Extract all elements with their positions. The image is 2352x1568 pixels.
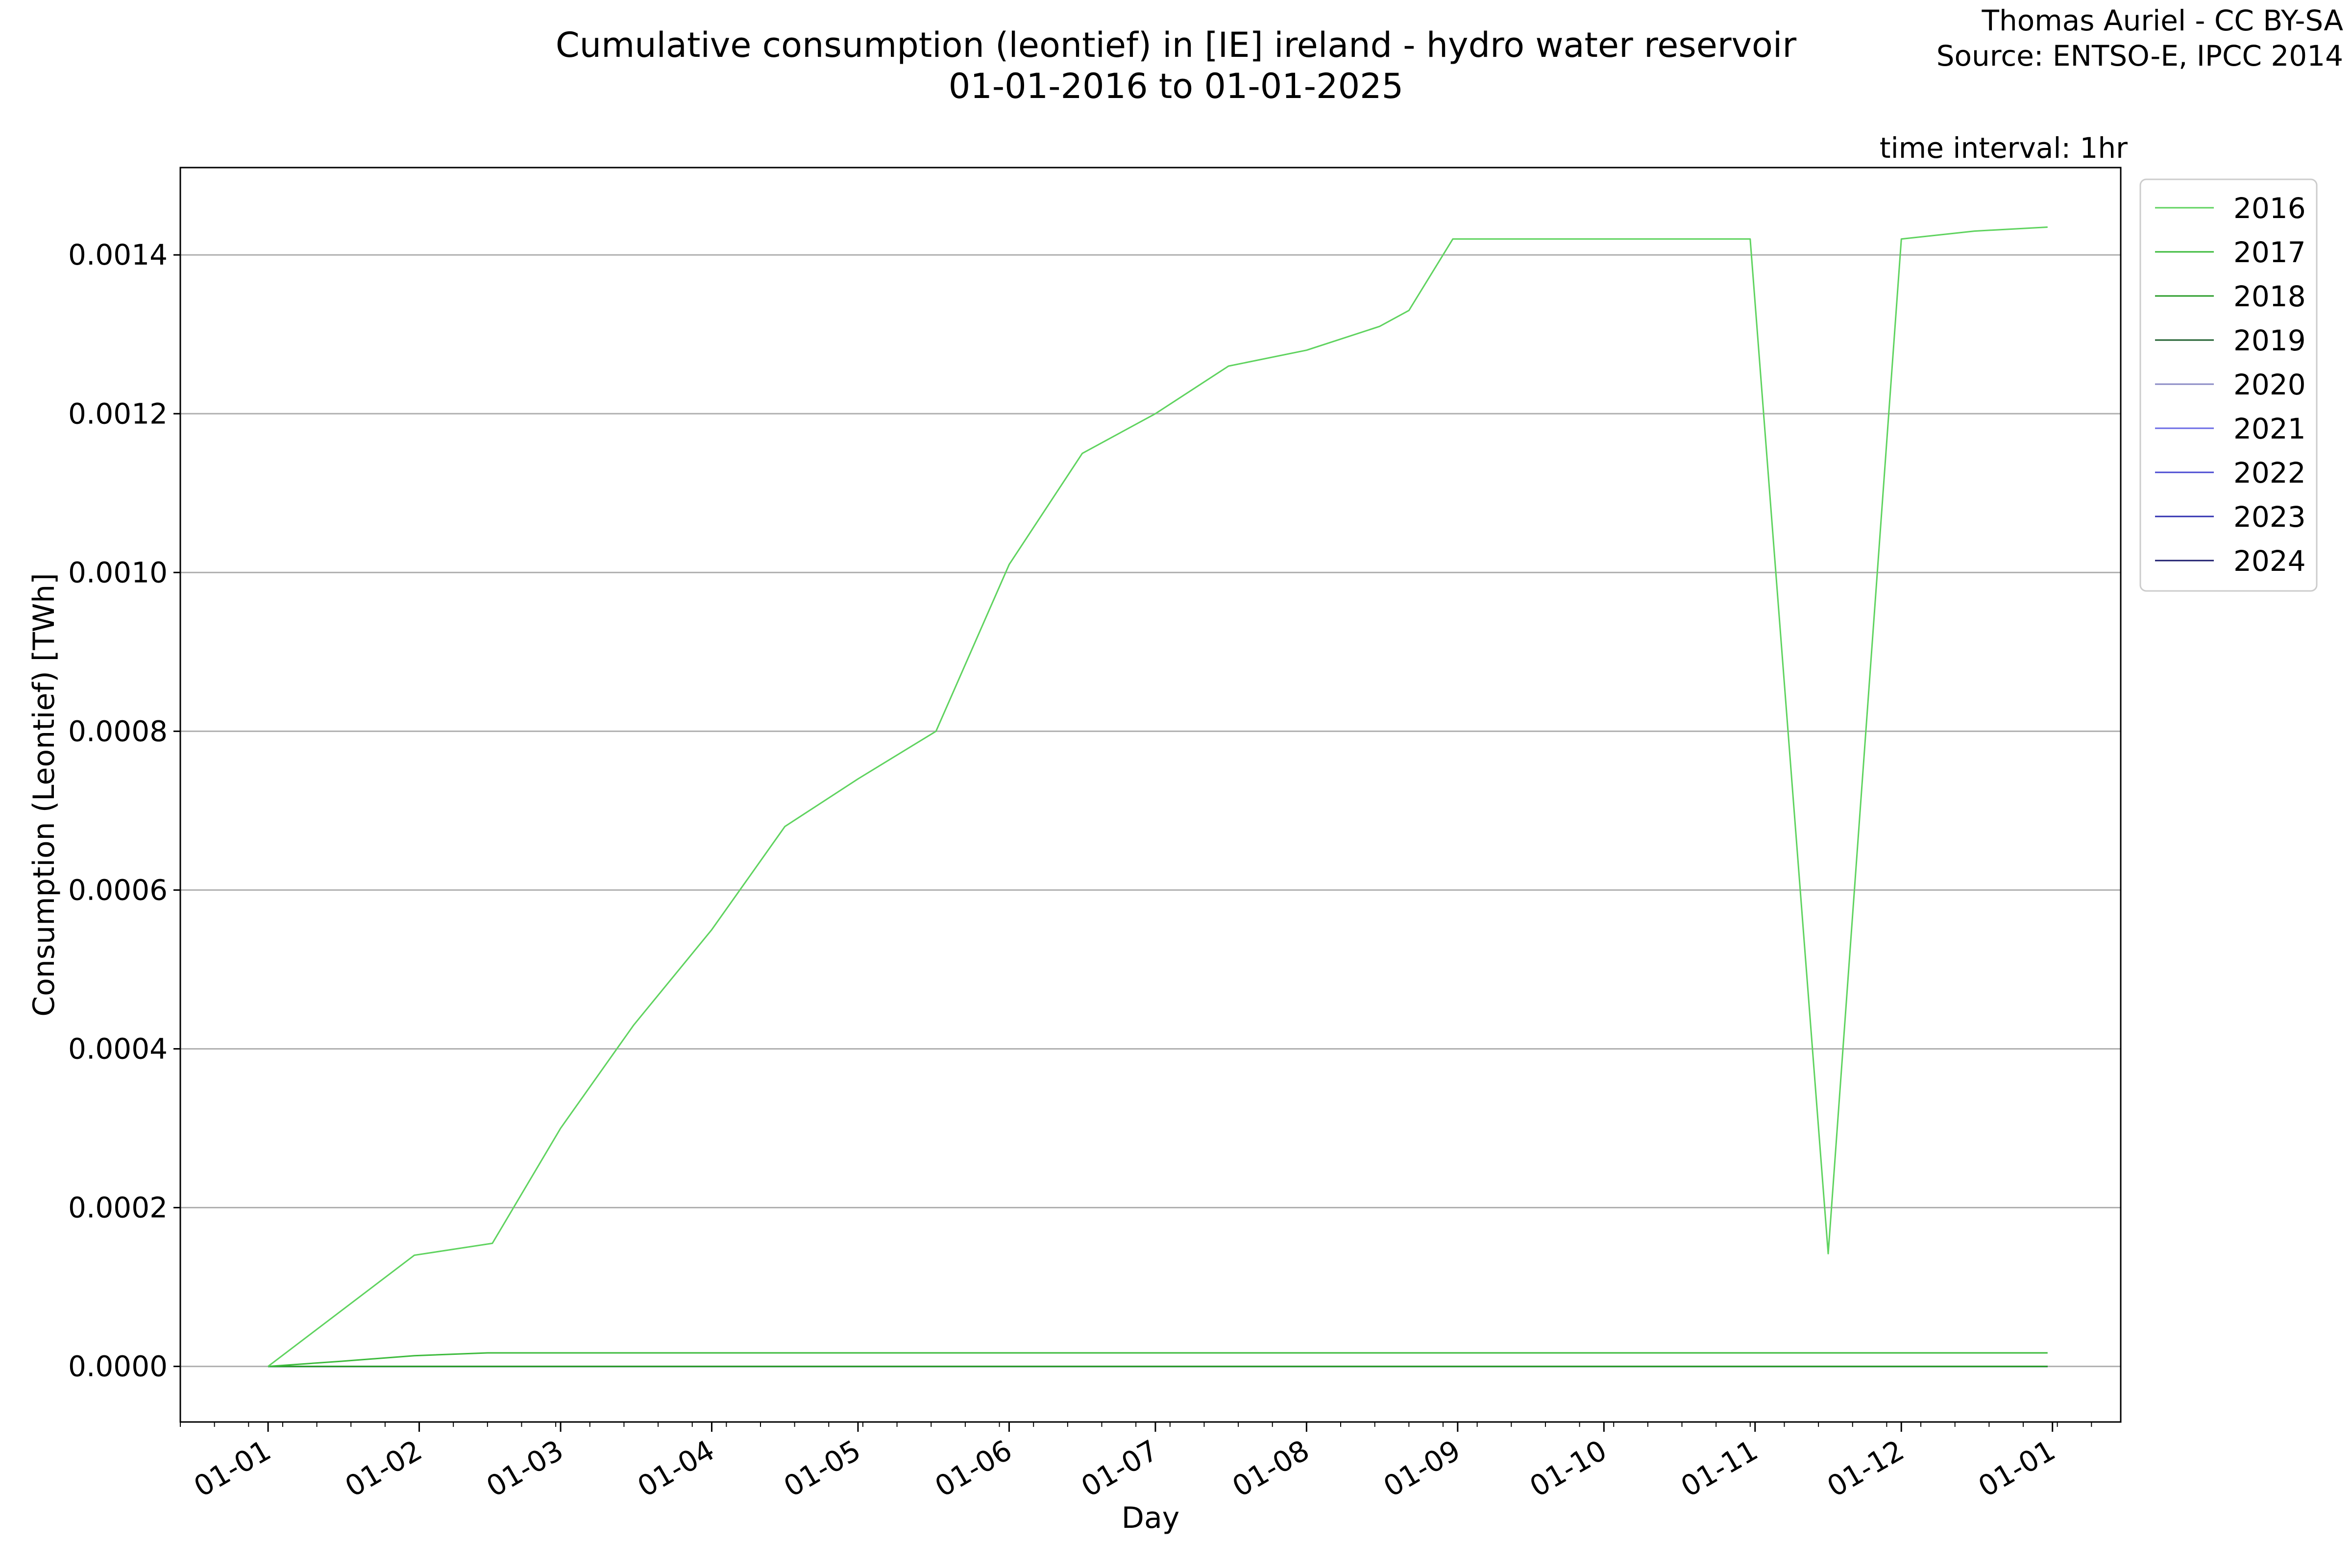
legend-label-2020: 2020 [2233, 368, 2306, 401]
x-tick-label: 01-04 [632, 1433, 720, 1503]
y-tick-label: 0.0006 [68, 873, 168, 906]
legend-label-2017: 2017 [2233, 236, 2306, 269]
legend-frame [2139, 178, 2318, 592]
x-tick-label: 01-12 [1821, 1433, 1910, 1503]
y-tick-label: 0.0008 [68, 714, 168, 748]
x-tick-label: 01-07 [1076, 1433, 1164, 1503]
y-tick-label: 0.0010 [68, 556, 168, 589]
legend-label-2024: 2024 [2233, 544, 2306, 578]
x-tick-label: 01-09 [1378, 1433, 1466, 1503]
chart-title: Cumulative consumption (leontief) in [IE… [0, 24, 2352, 107]
legend-label-2019: 2019 [2233, 324, 2306, 357]
legend-label-2018: 2018 [2233, 280, 2306, 313]
x-axis-label: Day [1122, 1501, 1179, 1535]
plot-frame [179, 167, 2122, 1423]
chart-title-line2: 01-01-2016 to 01-01-2025 [948, 66, 1404, 106]
y-tick-label: 0.0002 [68, 1191, 168, 1225]
credit-block: Thomas Auriel - CC BY-SA Source: ENTSO-E… [1936, 3, 2343, 74]
y-axis: 0.0000 0.0002 0.0004 0.0006 0.0008 0.0010 0.00… [68, 238, 180, 1383]
y-tick-label: 0.0012 [68, 397, 168, 430]
credit-source: Source: ENTSO-E, IPCC 2014 [1936, 39, 2343, 73]
x-tick-label: 01-03 [481, 1433, 569, 1503]
legend-label-2016: 2016 [2233, 192, 2306, 225]
chart-title-line1: Cumulative consumption (leontief) in [IE… [555, 25, 1797, 65]
credit-author: Thomas Auriel - CC BY-SA [1982, 4, 2343, 37]
x-tick-label: 01-08 [1226, 1433, 1315, 1503]
y-tick-label: 0.0000 [68, 1350, 168, 1383]
x-tick-label: 01-10 [1524, 1433, 1612, 1503]
x-tick-label: 01-06 [929, 1433, 1017, 1503]
x-tick-label: 01-02 [340, 1433, 428, 1503]
x-tick-label: 01-01 [188, 1433, 276, 1503]
series-lines [268, 226, 2048, 1368]
x-tick-label: 01-05 [778, 1433, 866, 1503]
y-axis-label: Consumption (Leontief) [TWh] [27, 573, 61, 1016]
legend-label-2023: 2023 [2233, 500, 2306, 534]
time-interval-label: time interval: 1hr [1879, 131, 2128, 165]
legend-label-2021: 2021 [2233, 412, 2306, 445]
grid-lines [180, 254, 2121, 1368]
x-axis: 01-01 01-02 01-03 01-04 01-05 01-06 01-07 01-08… [180, 1422, 2092, 1503]
x-tick-label: 01-01 [1973, 1433, 2061, 1503]
x-tick-label: 01-11 [1675, 1433, 1764, 1503]
y-tick-label: 0.0004 [68, 1032, 168, 1065]
legend: 2016 2017 2018 2019 2020 2021 2022 2023 2024 [2139, 178, 2318, 592]
y-tick-label: 0.0014 [68, 238, 168, 271]
series-line-2017 [268, 1352, 2048, 1368]
series-line-2016 [268, 226, 2048, 1367]
legend-label-2022: 2022 [2233, 456, 2306, 490]
